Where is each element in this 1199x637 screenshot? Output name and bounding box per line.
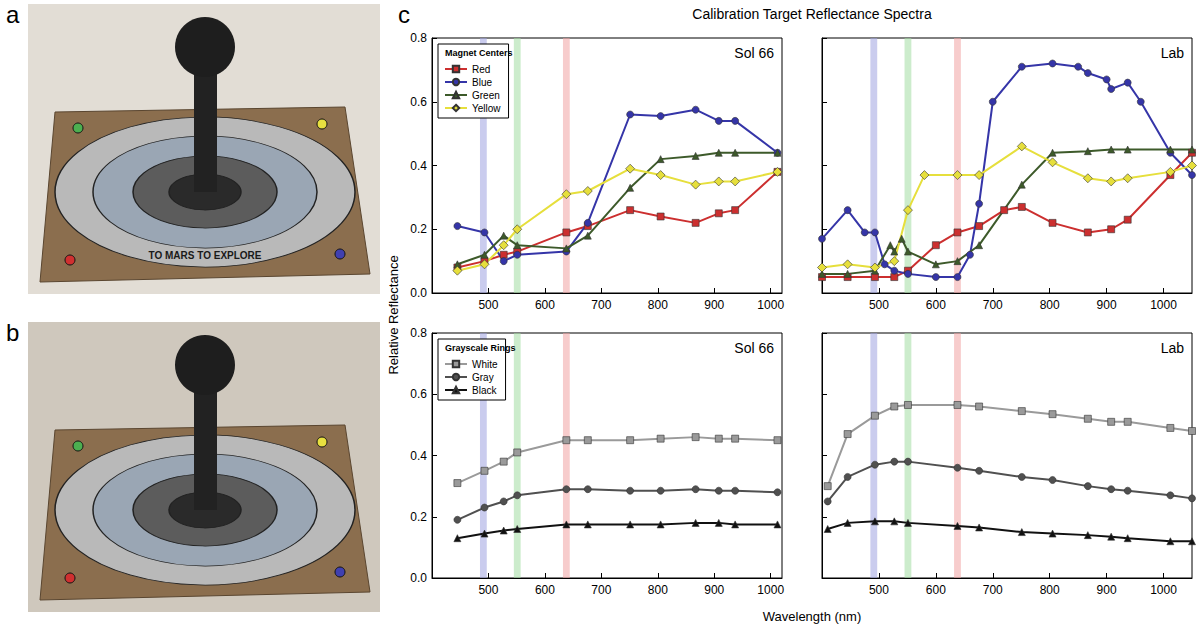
svg-text:Green: Green bbox=[472, 90, 500, 101]
svg-text:b: b bbox=[6, 319, 19, 346]
svg-text:Black: Black bbox=[472, 385, 497, 396]
svg-text:500: 500 bbox=[478, 298, 498, 312]
svg-text:Gray: Gray bbox=[472, 372, 494, 383]
svg-text:Red: Red bbox=[472, 64, 490, 75]
svg-text:Wavelength (nm): Wavelength (nm) bbox=[763, 609, 862, 624]
svg-text:800: 800 bbox=[648, 298, 668, 312]
svg-text:600: 600 bbox=[926, 298, 946, 312]
svg-text:600: 600 bbox=[535, 583, 555, 597]
svg-text:500: 500 bbox=[478, 583, 498, 597]
svg-text:Sol 66: Sol 66 bbox=[734, 45, 774, 61]
svg-text:0.8: 0.8 bbox=[410, 31, 427, 45]
svg-text:700: 700 bbox=[591, 298, 611, 312]
svg-text:0.0: 0.0 bbox=[410, 286, 427, 300]
svg-text:600: 600 bbox=[926, 583, 946, 597]
svg-text:Magnet Centers: Magnet Centers bbox=[445, 48, 513, 58]
svg-text:Relative Reflectance: Relative Reflectance bbox=[386, 255, 401, 374]
svg-text:Lab: Lab bbox=[1161, 340, 1185, 356]
svg-text:700: 700 bbox=[591, 583, 611, 597]
svg-text:a: a bbox=[6, 1, 20, 28]
svg-text:700: 700 bbox=[983, 583, 1003, 597]
svg-text:900: 900 bbox=[704, 298, 724, 312]
svg-text:600: 600 bbox=[535, 298, 555, 312]
svg-text:500: 500 bbox=[869, 583, 889, 597]
svg-text:0.6: 0.6 bbox=[410, 95, 427, 109]
svg-text:800: 800 bbox=[648, 583, 668, 597]
svg-text:1000: 1000 bbox=[1150, 298, 1177, 312]
svg-text:900: 900 bbox=[1097, 298, 1117, 312]
svg-text:Blue: Blue bbox=[472, 77, 492, 88]
svg-text:0.6: 0.6 bbox=[410, 387, 427, 401]
svg-text:0.0: 0.0 bbox=[410, 571, 427, 585]
svg-text:White: White bbox=[472, 359, 498, 370]
svg-text:0.2: 0.2 bbox=[410, 222, 427, 236]
svg-text:0.4: 0.4 bbox=[410, 449, 427, 463]
svg-text:0.4: 0.4 bbox=[410, 159, 427, 173]
svg-text:c: c bbox=[398, 1, 410, 28]
svg-text:Sol 66: Sol 66 bbox=[734, 340, 774, 356]
svg-text:0.8: 0.8 bbox=[410, 326, 427, 340]
svg-text:Yellow: Yellow bbox=[472, 103, 501, 114]
svg-text:900: 900 bbox=[704, 583, 724, 597]
svg-text:0.2: 0.2 bbox=[410, 510, 427, 524]
svg-text:1000: 1000 bbox=[757, 583, 784, 597]
svg-text:1000: 1000 bbox=[757, 298, 784, 312]
svg-text:900: 900 bbox=[1097, 583, 1117, 597]
svg-text:Calibration Target Reflectance: Calibration Target Reflectance Spectra bbox=[692, 6, 932, 22]
svg-text:Lab: Lab bbox=[1161, 45, 1185, 61]
svg-text:500: 500 bbox=[869, 298, 889, 312]
svg-text:800: 800 bbox=[1040, 583, 1060, 597]
svg-text:700: 700 bbox=[983, 298, 1003, 312]
svg-text:800: 800 bbox=[1040, 298, 1060, 312]
svg-text:Grayscale Rings: Grayscale Rings bbox=[445, 343, 516, 353]
svg-text:1000: 1000 bbox=[1150, 583, 1177, 597]
svg-text:TO MARS TO EXPLORE: TO MARS TO EXPLORE bbox=[149, 250, 262, 261]
